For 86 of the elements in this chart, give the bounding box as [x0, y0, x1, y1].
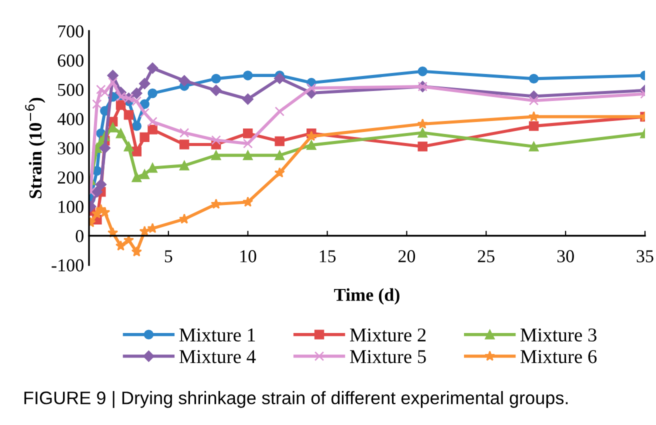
point	[274, 150, 284, 160]
x-tick-label: 30	[557, 250, 574, 262]
point	[306, 130, 317, 141]
point	[140, 108, 150, 118]
point	[211, 150, 221, 160]
point	[148, 116, 158, 127]
point	[148, 163, 158, 173]
x-tick-label: 15	[320, 250, 336, 262]
point	[242, 196, 254, 207]
legend-label: Mixture 6	[520, 350, 597, 364]
point	[274, 106, 284, 116]
point	[124, 142, 134, 152]
point	[116, 100, 126, 110]
point	[91, 186, 103, 198]
y-tick-label: 500	[58, 84, 84, 96]
y-tick-label: 300	[58, 142, 84, 154]
legend-label: Mixture 3	[520, 328, 596, 342]
point	[132, 146, 142, 156]
point	[242, 70, 253, 80]
point	[528, 111, 540, 122]
point	[417, 118, 428, 129]
point	[179, 160, 190, 170]
point	[211, 74, 221, 84]
point	[274, 136, 284, 146]
x-tick-label: 5	[164, 250, 172, 262]
point	[148, 124, 158, 134]
point	[116, 128, 126, 138]
point	[100, 88, 110, 98]
x-tick-label: 20	[398, 250, 416, 262]
point	[124, 110, 134, 120]
point	[528, 96, 539, 106]
legend-label: Mixture 1	[179, 328, 255, 342]
point	[92, 99, 102, 109]
point	[99, 142, 110, 154]
x-tick-label: 25	[478, 250, 494, 262]
point	[274, 167, 285, 178]
point	[242, 138, 253, 148]
point	[418, 142, 428, 152]
point	[132, 121, 142, 131]
point	[96, 84, 106, 94]
caption: FIGURE 9 | Drying shrinkage strain of different experimental groups.	[24, 391, 568, 408]
point	[306, 83, 316, 93]
point	[131, 246, 142, 256]
point	[140, 99, 150, 109]
y-tick-label: 0	[76, 230, 84, 242]
point	[138, 78, 150, 90]
point	[418, 66, 428, 76]
point	[306, 140, 316, 150]
y-tick-label: -100	[52, 259, 84, 272]
point	[242, 128, 253, 138]
point	[242, 94, 254, 105]
point	[528, 142, 539, 152]
point	[179, 128, 190, 138]
point	[115, 240, 126, 251]
point	[418, 128, 428, 138]
point	[95, 178, 107, 190]
y-tick-label: 100	[58, 200, 84, 213]
point	[210, 84, 222, 96]
point	[132, 172, 142, 182]
point	[140, 169, 150, 180]
point	[148, 88, 158, 98]
point	[131, 88, 142, 99]
point	[178, 214, 190, 224]
point	[108, 122, 118, 132]
legend-label: Mixture 2	[350, 328, 426, 342]
point	[108, 77, 118, 88]
point	[140, 132, 150, 142]
y-axis-title: Strain (10$^{−6}$)	[25, 98, 46, 198]
y-tick-label: 700	[58, 25, 84, 38]
point	[528, 121, 539, 131]
y-tick-label: 200	[58, 172, 84, 184]
x-tick-label: 10	[240, 250, 256, 262]
y-tick-label: 600	[58, 54, 84, 67]
point	[528, 74, 539, 84]
x-axis-title: Time (d)	[334, 288, 400, 305]
legend-label: Mixture 4	[179, 350, 256, 364]
point	[179, 140, 190, 150]
legend-label: Mixture 5	[350, 350, 426, 364]
x-tick-label: 35	[636, 250, 654, 262]
point	[210, 198, 222, 209]
point	[274, 72, 286, 84]
point	[146, 62, 158, 74]
y-tick-label: 400	[57, 113, 84, 126]
point	[178, 75, 190, 86]
point	[211, 135, 221, 145]
point	[242, 150, 253, 160]
